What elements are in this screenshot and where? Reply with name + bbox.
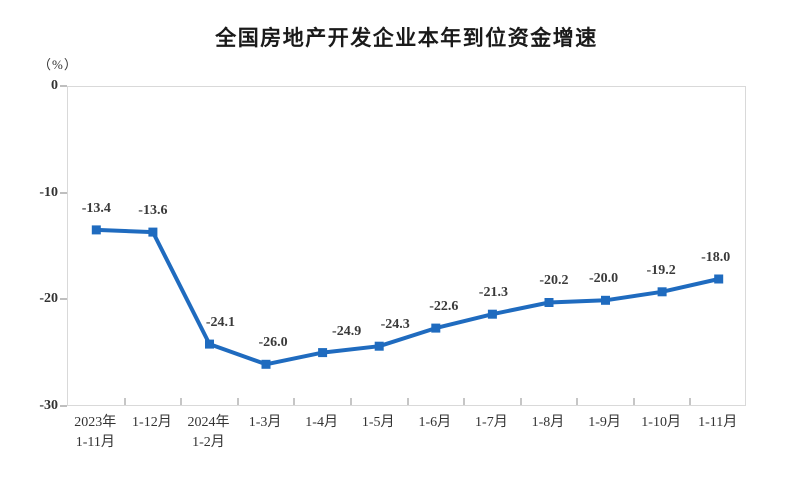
y-tick xyxy=(60,85,67,87)
x-axis-label: 1-4月 xyxy=(305,415,338,430)
data-point-markers xyxy=(91,225,724,369)
x-axis-label: 1-7月 xyxy=(475,415,508,430)
x-tick xyxy=(123,398,126,405)
x-axis-label: 1-5月 xyxy=(361,415,395,430)
x-axis-label: 1-11月 xyxy=(698,415,738,430)
x-tick xyxy=(349,398,352,405)
data-label: -21.3 xyxy=(478,285,508,301)
x-tick xyxy=(293,398,296,405)
data-label: -13.4 xyxy=(81,200,111,216)
x-axis-label: 1-6月 xyxy=(418,415,452,430)
y-axis-unit-label: （%） xyxy=(38,57,78,72)
data-label: -20.0 xyxy=(588,271,619,287)
data-label: -20.2 xyxy=(539,273,569,289)
data-point-marker xyxy=(91,225,101,235)
trend-line-svg xyxy=(91,225,724,369)
data-label: -19.2 xyxy=(646,262,676,278)
y-axis-label: -10 xyxy=(39,184,58,200)
y-tick xyxy=(60,298,67,301)
chart-title: 全国房地产开发企业本年到位资金增速 xyxy=(215,26,598,50)
data-label: -22.6 xyxy=(429,299,459,315)
y-tick xyxy=(60,405,67,407)
x-tick xyxy=(463,398,466,405)
x-tick xyxy=(180,398,183,405)
x-tick xyxy=(406,398,409,405)
data-point-marker xyxy=(487,309,497,319)
plot-area: -13.4 -13.6 -24.1 -26.0 -24.9 -24.3 -22.6 -21.3… xyxy=(67,86,746,406)
y-axis-label: 0 xyxy=(51,78,58,93)
data-point-marker xyxy=(544,298,554,307)
x-axis-label: 2024年 1-2月 xyxy=(187,415,230,450)
data-label: -24.1 xyxy=(205,315,236,331)
x-tick xyxy=(632,398,635,405)
data-label: -24.3 xyxy=(380,317,410,333)
data-point-marker xyxy=(601,295,610,305)
data-point-marker xyxy=(714,274,724,284)
data-label: -13.6 xyxy=(138,203,168,219)
data-point-marker xyxy=(318,348,328,358)
data-point-marker xyxy=(374,341,384,351)
x-tick xyxy=(236,398,239,405)
x-axis-label: 1-3月 xyxy=(248,415,282,430)
data-point-marker xyxy=(148,227,158,237)
data-label: -18.0 xyxy=(701,250,731,265)
y-axis-label: -30 xyxy=(39,398,58,413)
y-axis-label: -20 xyxy=(39,291,58,307)
x-axis-label: 1-12月 xyxy=(132,415,172,430)
x-axis-label: 1-9月 xyxy=(588,415,621,430)
x-axis-label: 2023年 1-11月 xyxy=(74,415,117,450)
x-tick xyxy=(519,398,522,405)
x-tick xyxy=(576,398,579,405)
data-label: -26.0 xyxy=(258,335,288,351)
data-point-marker xyxy=(657,287,667,297)
x-tick xyxy=(689,398,692,405)
data-point-marker xyxy=(261,359,271,369)
y-tick xyxy=(60,191,67,194)
data-point-marker xyxy=(205,339,214,349)
x-axis-label: 1-8月 xyxy=(531,415,565,430)
data-point-marker xyxy=(431,323,441,333)
x-axis-label: 1-10月 xyxy=(641,415,681,430)
data-label: -24.9 xyxy=(332,323,362,339)
trend-line xyxy=(94,227,721,367)
